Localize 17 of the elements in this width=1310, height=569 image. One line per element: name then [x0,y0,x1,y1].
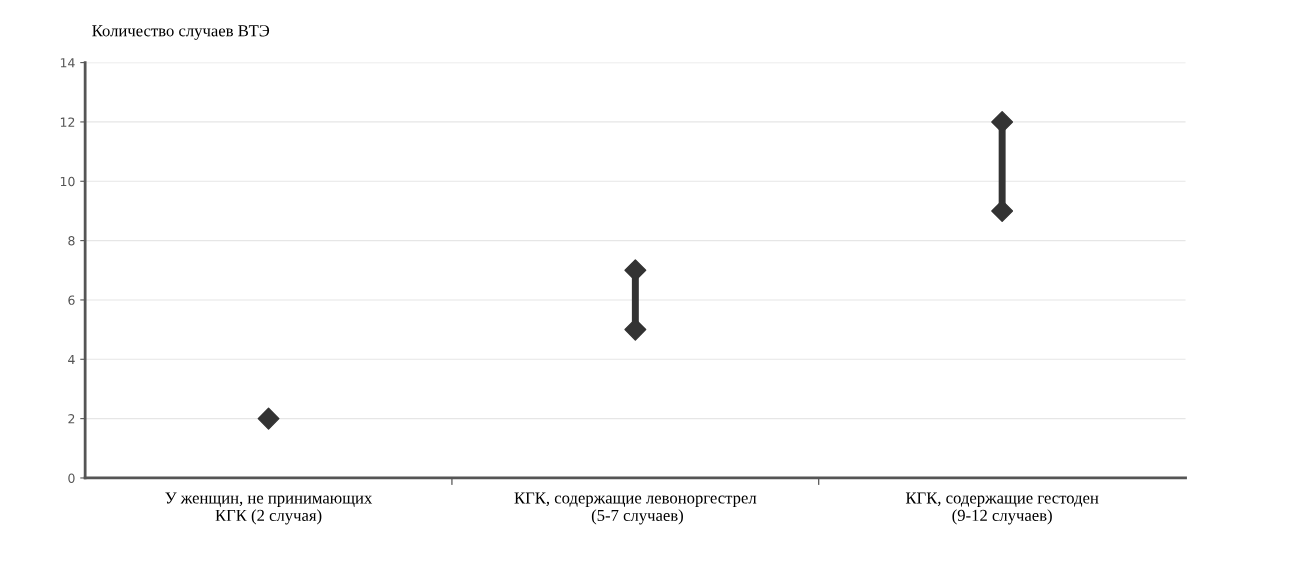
y-tick-label: 4 [68,354,75,365]
y-tick-label: 0 [68,473,75,483]
x-tick-label: КГК, содержащие левоноргестрел (5-7 случаев) [514,492,757,525]
y-tick-label: 10 [60,176,75,187]
y-tick-label: 8 [68,236,75,246]
x-tick-label: У женщин, не принимающих КГК (2 случая) [165,492,373,525]
point [991,199,1014,222]
point [624,259,647,282]
y-tick-label: 14 [60,58,75,68]
x-tick-label: КГК, содержащие гестоден (9-12 случаев) [905,492,1099,525]
point [257,407,280,430]
point [624,318,647,341]
y-tick-label: 6 [68,295,75,305]
y-tick-label: 12 [60,117,75,127]
y-axis-title: Количество случаев ВТЭ [92,25,270,40]
point [991,110,1014,133]
y-tick-label: 2 [68,414,75,424]
